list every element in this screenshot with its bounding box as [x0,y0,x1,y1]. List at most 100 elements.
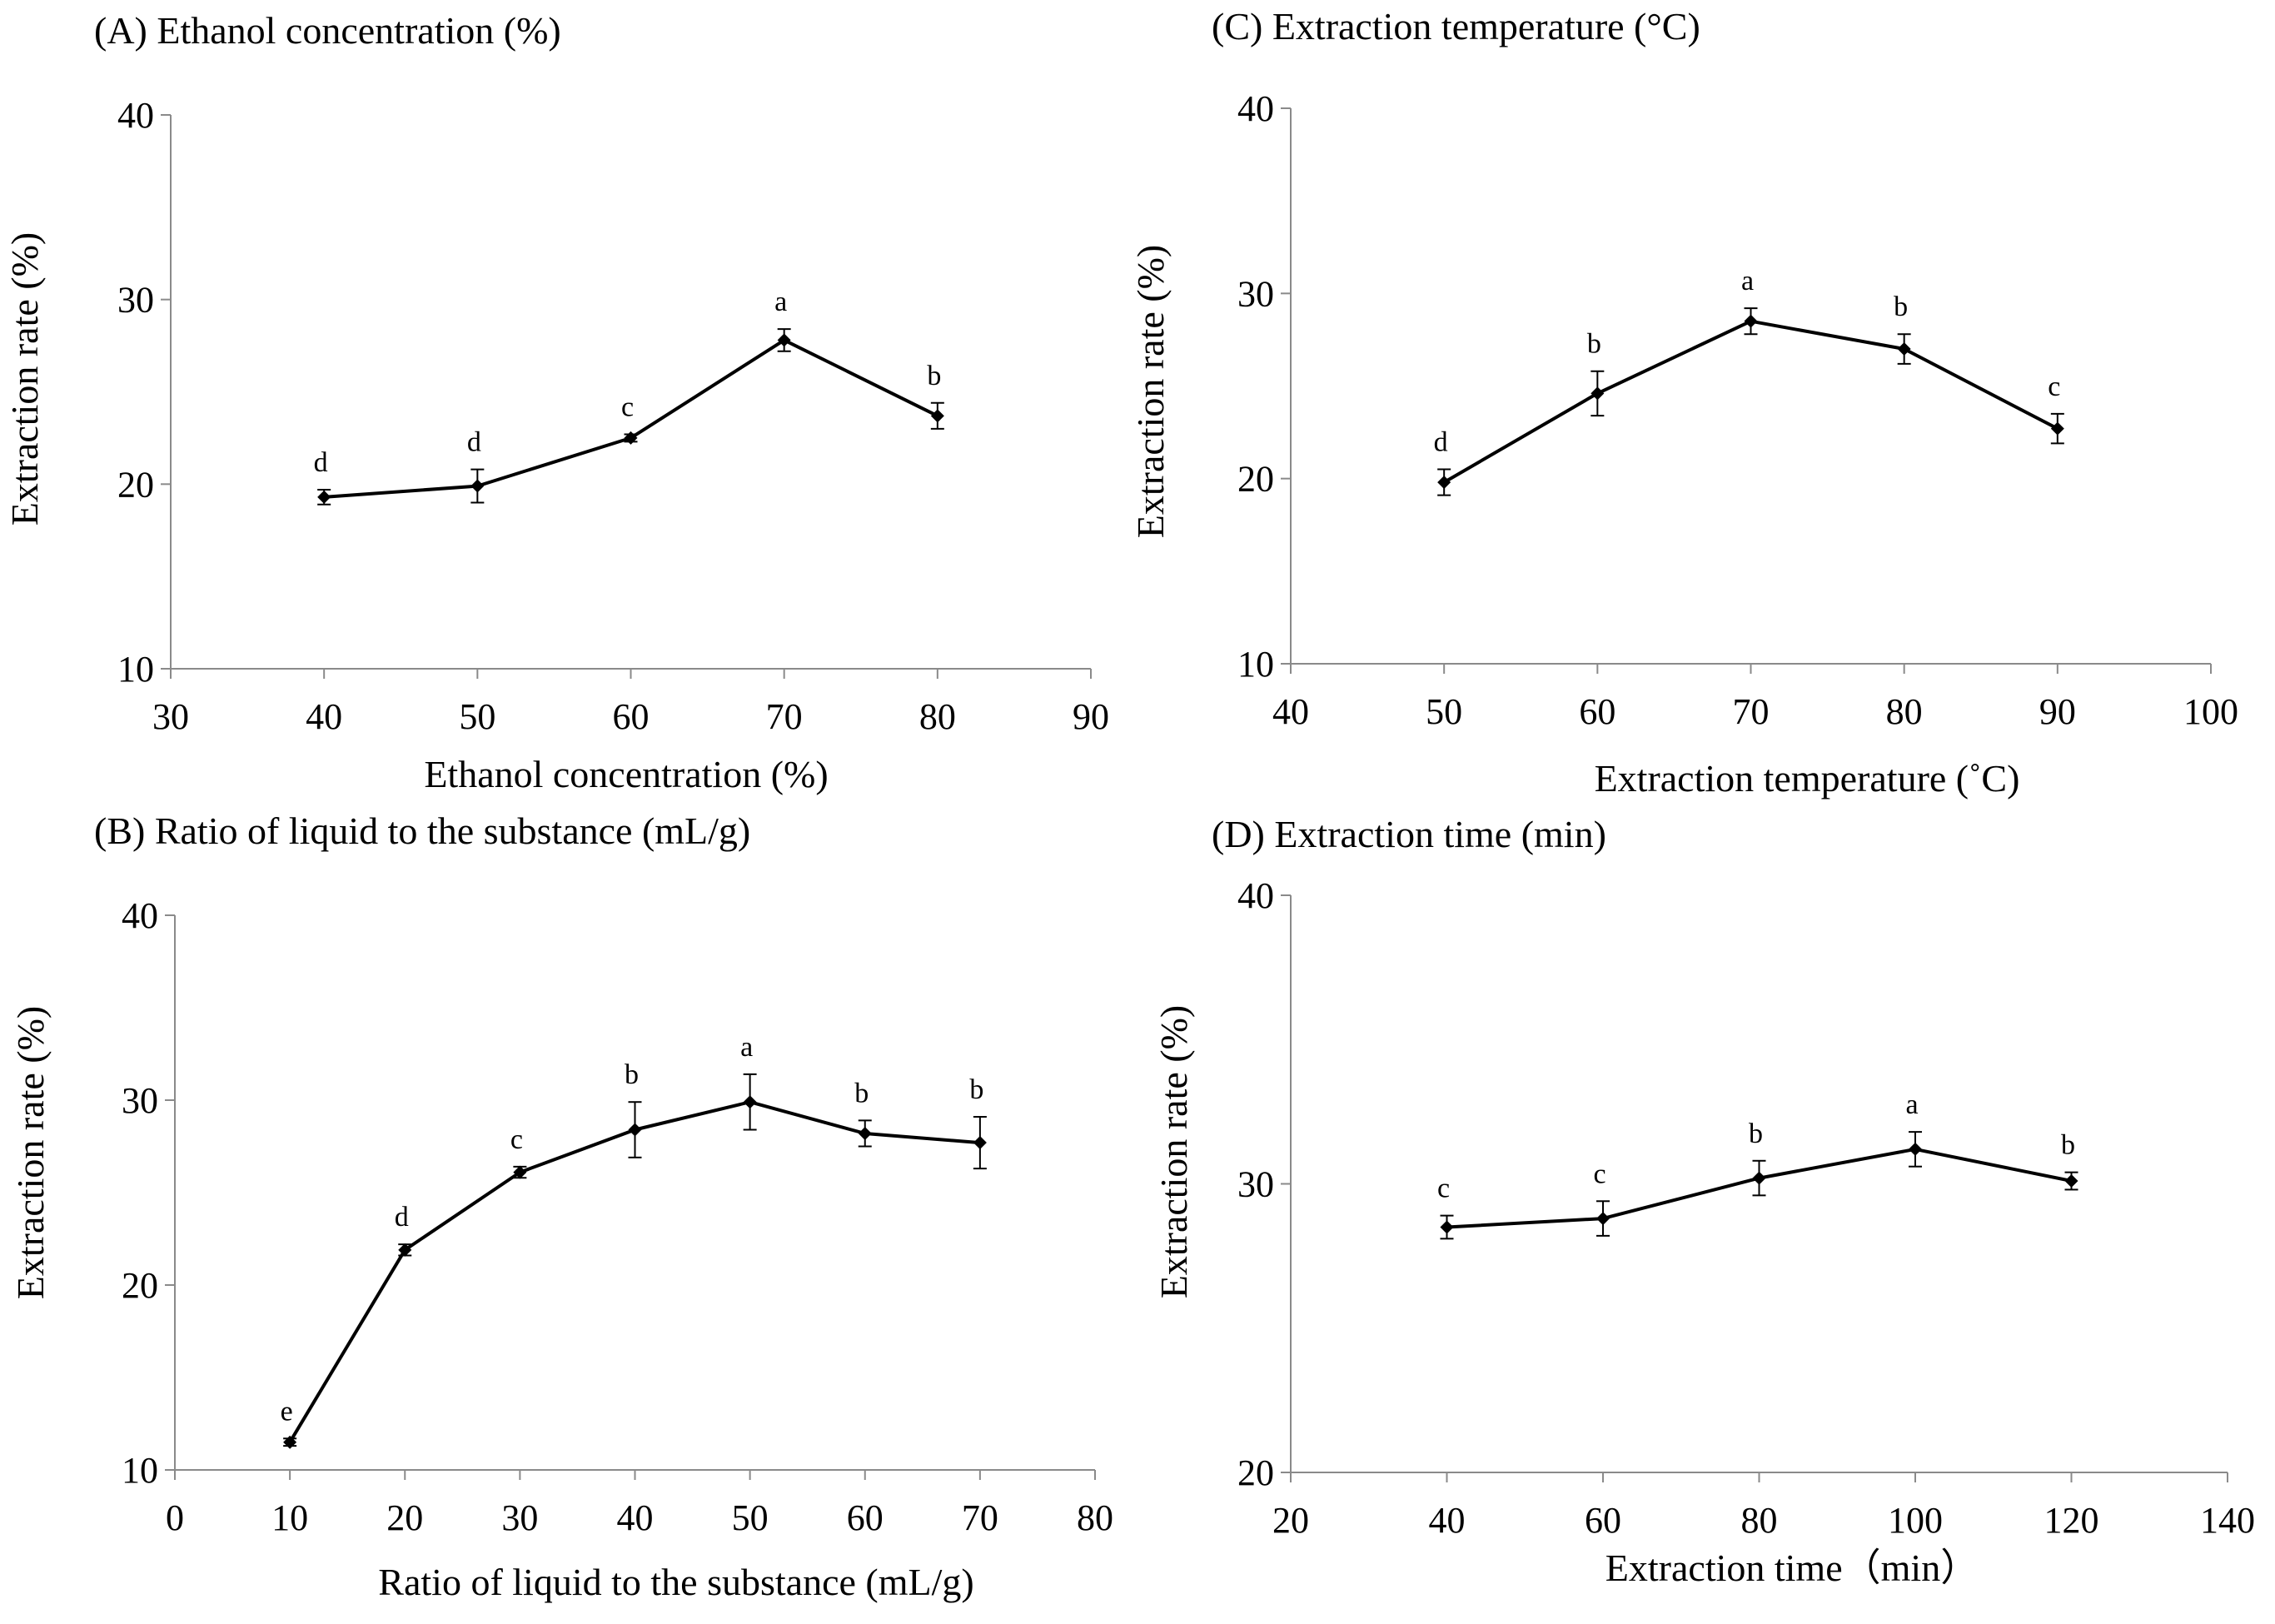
x-tick-label: 80 [919,696,956,737]
x-tick-label: 60 [613,696,650,737]
x-tick-label: 30 [501,1497,538,1538]
y-tick-label: 40 [1237,875,1274,916]
significance-letter: b [854,1078,869,1108]
x-tick-label: 40 [1429,1500,1466,1541]
data-point [777,333,791,347]
data-point [930,409,944,423]
data-point [1897,342,1911,356]
x-tick-label: 50 [732,1497,769,1538]
significance-letter: d [467,427,481,458]
x-tick-label: 80 [1886,691,1923,732]
series-line [1443,319,2058,484]
significance-letter: c [1593,1158,1605,1189]
x-tick-label: 30 [152,696,189,737]
x-tick-label: 60 [847,1497,884,1538]
x-tick-label: 140 [2200,1500,2255,1541]
y-tick-label: 30 [1237,1164,1274,1205]
data-point [1744,314,1758,328]
x-tick-label: 90 [2039,691,2076,732]
y-tick-label: 30 [1237,273,1274,314]
data-point [858,1126,872,1140]
x-tick-label: 40 [617,1497,654,1538]
x-tick-label: 50 [1426,691,1462,732]
y-axis-label: Extraction rate (%) [3,232,46,526]
panel-title-b: (B) Ratio of liquid to the substance (mL… [94,810,750,852]
data-point [973,1136,987,1150]
data-point [1591,386,1605,401]
data-point [1909,1142,1922,1156]
chart-panel-c: (C) Extraction temperature (°C) 10 20 30 40 4… [1129,5,2238,800]
x-tick-label: 40 [1272,691,1309,732]
y-tick-label: 40 [122,895,158,936]
y-tick-label: 40 [1237,88,1274,129]
x-tick-label: 100 [2183,691,2238,732]
data-point [2050,421,2064,436]
data-point [624,431,638,445]
y-tick-label: 40 [117,95,154,136]
x-tick-label: 40 [306,696,342,737]
x-axis-label: Extraction temperature (˚C) [1595,757,2020,800]
data-point [1440,1220,1454,1234]
data-point [317,490,331,504]
x-tick-label: 60 [1579,691,1615,732]
x-tick-label: 60 [1585,1500,1621,1541]
x-axis-label: Extraction time（min） [1605,1547,1979,1589]
significance-letter: b [969,1074,983,1105]
data-point [283,1435,297,1449]
significance-letter: b [927,361,941,391]
y-axis-label: Extraction rate (%) [1129,245,1172,538]
significance-letter: a [1741,266,1754,296]
data-point [470,479,485,493]
x-tick-label: 0 [166,1497,184,1538]
panel-title-d: (D) Extraction time (min) [1212,813,1606,855]
chart-panel-a: (A) Ethanol concentration (%) 10 20 30 40 30 4… [3,9,1109,795]
x-tick-label: 10 [271,1497,308,1538]
significance-letter: b [1587,329,1601,360]
data-point [1437,476,1451,490]
x-axis-label: Ratio of liquid to the substance (mL/g) [378,1561,973,1603]
panel-title-c: (C) Extraction temperature (°C) [1212,5,1700,47]
data-point [628,1123,642,1137]
significance-letter: a [1905,1089,1918,1120]
data-point [398,1243,412,1257]
y-tick-label: 30 [122,1080,158,1121]
significance-letter: d [1434,427,1448,458]
significance-letter: d [395,1202,409,1233]
y-tick-label: 10 [117,649,154,690]
significance-letter: c [510,1124,523,1155]
x-tick-label: 100 [1888,1500,1943,1541]
panel-title-a: (A) Ethanol concentration (%) [94,9,561,52]
y-tick-label: 20 [1237,459,1274,500]
x-tick-label: 20 [386,1497,423,1538]
y-tick-label: 30 [117,280,154,321]
x-tick-label: 70 [766,696,803,737]
significance-letter: a [740,1032,753,1063]
significance-letter: b [625,1059,639,1090]
y-tick-label: 10 [122,1450,158,1491]
y-axis-label: Extraction rate (%) [9,1006,52,1299]
significance-letter: a [774,286,787,317]
y-tick-label: 10 [1237,644,1274,685]
y-tick-label: 20 [122,1265,158,1306]
x-tick-label: 50 [459,696,495,737]
significance-letter: d [314,447,328,478]
y-axis-label: Extraction rate (%) [1152,1005,1195,1298]
data-point [2064,1174,2078,1188]
significance-letter: b [1894,291,1908,322]
data-point [1752,1171,1766,1185]
significance-letter: c [2048,371,2060,402]
data-point [1596,1212,1610,1226]
chart-panel-d: (D) Extraction time (min) 20 30 40 20 40 60 80 1… [1152,813,2255,1589]
x-tick-label: 70 [962,1497,998,1538]
significance-letter: b [2061,1130,2075,1161]
x-axis-label: Ethanol concentration (%) [424,753,828,795]
x-tick-label: 80 [1741,1500,1778,1541]
x-tick-label: 20 [1272,1500,1309,1541]
x-tick-label: 90 [1073,696,1109,737]
significance-letter: c [621,391,634,422]
x-tick-label: 80 [1077,1497,1113,1538]
significance-letter: e [281,1396,293,1427]
x-tick-label: 120 [2044,1500,2099,1541]
x-tick-label: 70 [1733,691,1770,732]
